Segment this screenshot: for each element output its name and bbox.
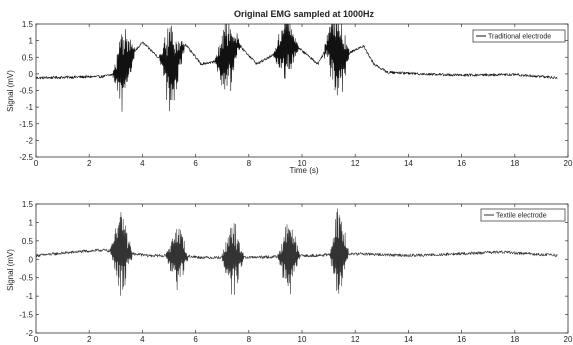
y-tick-label: 1 bbox=[29, 218, 34, 227]
x-tick-label: 10 bbox=[298, 159, 307, 168]
legend: Traditional electrode bbox=[472, 29, 566, 43]
x-tick-label: 6 bbox=[193, 335, 198, 344]
x-tick-label: 20 bbox=[564, 335, 573, 344]
y-tick-label: 0 bbox=[29, 255, 34, 264]
x-tick-label: 4 bbox=[140, 335, 145, 344]
y-axis-label: Signal (mV) bbox=[6, 70, 15, 112]
y-axis-label: Signal (mV) bbox=[6, 249, 15, 291]
x-tick-label: 14 bbox=[404, 159, 413, 168]
legend-label: Traditional electrode bbox=[488, 34, 551, 41]
x-tick-label: 2 bbox=[87, 159, 92, 168]
y-tick-label: 0 bbox=[29, 70, 34, 79]
x-tick-label: 18 bbox=[510, 159, 519, 168]
y-tick-label: 1.5 bbox=[22, 20, 34, 29]
y-tick-label: -2.5 bbox=[19, 153, 33, 162]
axes-frame bbox=[35, 23, 569, 158]
legend: Textile electrode bbox=[480, 208, 566, 222]
y-tick-label: 0.5 bbox=[22, 53, 34, 62]
legend-box bbox=[480, 208, 566, 222]
y-tick-label: 0.5 bbox=[22, 237, 34, 246]
plot-area: 0 2 4 6 8 10 12 14 16 18 20 1.5 1 0.5 0 -0.5 -1 -1.5 -2 bbox=[19, 200, 573, 344]
x-tick-label: 6 bbox=[193, 159, 198, 168]
y-tick-label: -1 bbox=[26, 103, 34, 112]
signal-line bbox=[35, 23, 558, 112]
y-tick-label: -0.5 bbox=[19, 87, 33, 96]
plot-area: 0 2 4 6 8 10 12 14 16 18 20 1.5 1 0.5 0 -0.5 -1 -1.5 -2 -2.… bbox=[19, 20, 573, 168]
x-tick-label: 16 bbox=[457, 335, 466, 344]
y-tick-label: 1.5 bbox=[22, 200, 34, 209]
x-tick-label: 10 bbox=[298, 335, 307, 344]
x-tick-label: 4 bbox=[140, 159, 145, 168]
chart-title: Original EMG sampled at 1000Hz bbox=[234, 9, 375, 19]
y-tick-label: -1.5 bbox=[19, 120, 33, 129]
y-tick-label: -1 bbox=[26, 292, 34, 301]
legend-label: Textile electrode bbox=[496, 213, 547, 220]
x-tick-label: 2 bbox=[87, 335, 92, 344]
y-tick-label: 1 bbox=[29, 37, 34, 46]
x-axis-label: Time (s) bbox=[289, 166, 318, 175]
signal-line bbox=[35, 208, 558, 296]
x-tick-label: 0 bbox=[34, 335, 39, 344]
x-tick-label: 20 bbox=[564, 159, 573, 168]
x-tick-label: 0 bbox=[34, 159, 39, 168]
y-tick-label: -2 bbox=[26, 329, 34, 338]
x-tick-label: 8 bbox=[247, 335, 252, 344]
x-tick-label: 12 bbox=[351, 159, 360, 168]
y-tick-label: -0.5 bbox=[19, 274, 33, 283]
legend-box bbox=[472, 29, 566, 43]
x-tick-label: 16 bbox=[457, 159, 466, 168]
y-tick-label: -1.5 bbox=[19, 311, 33, 320]
chart-traditional: Original EMG sampled at 1000Hz Time (s) … bbox=[6, 9, 573, 175]
x-tick-label: 8 bbox=[247, 159, 252, 168]
x-tick-label: 14 bbox=[404, 335, 413, 344]
x-tick-label: 12 bbox=[351, 335, 360, 344]
y-tick-label: -2 bbox=[26, 136, 34, 145]
x-tick-label: 18 bbox=[510, 335, 519, 344]
chart-textile: Signal (mV) 0 2 4 6 8 10 12 14 16 18 20 1.5 1 0.5 0 -0.… bbox=[6, 200, 573, 344]
